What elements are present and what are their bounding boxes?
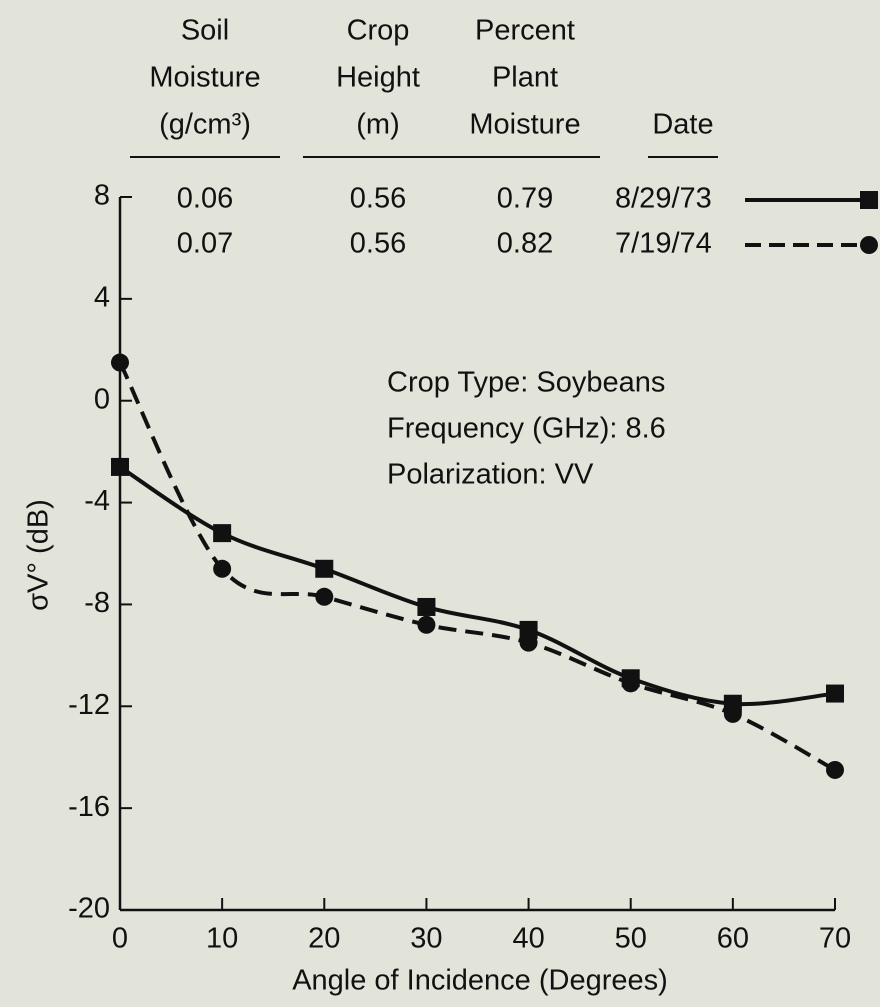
y-tick-label: -20	[68, 893, 110, 925]
x-tick-label: 30	[410, 923, 442, 955]
y-tick-label: -4	[84, 485, 110, 517]
table-cell: 0.07	[177, 228, 233, 260]
table-header: (m)	[356, 109, 399, 141]
table-cell: 0.56	[350, 228, 406, 260]
table-header: Plant	[492, 62, 558, 94]
y-tick-label: -16	[68, 791, 110, 823]
table-header: Soil	[181, 15, 229, 47]
table-header: Date	[652, 109, 713, 141]
table-header: Percent	[475, 15, 575, 47]
data-point	[315, 559, 334, 578]
table-header: Moisture	[469, 109, 580, 141]
y-tick-label: -12	[68, 689, 110, 721]
x-tick-label: 70	[819, 923, 851, 955]
table-header: Height	[336, 62, 420, 94]
table-cell: 0.56	[350, 183, 406, 215]
table-header: (g/cm³)	[159, 109, 251, 141]
annotation: Polarization: VV	[387, 459, 594, 491]
x-tick-label: 20	[308, 923, 340, 955]
data-point	[519, 620, 538, 639]
table-cell: 7/19/74	[615, 228, 712, 260]
data-point	[826, 684, 844, 703]
data-point	[826, 760, 844, 779]
annotation: Crop Type: Soybeans	[387, 367, 665, 399]
table-cell: 8/29/73	[615, 183, 712, 215]
y-axis-label: σV° (dB)	[23, 499, 55, 611]
legend-marker	[860, 236, 878, 254]
data-point	[213, 524, 232, 543]
data-point	[111, 457, 129, 476]
annotation: Frequency (GHz): 8.6	[387, 413, 666, 445]
y-tick-label: -8	[84, 587, 110, 619]
y-tick-label: 0	[94, 383, 110, 415]
data-point	[723, 704, 742, 723]
data-point	[519, 633, 538, 652]
y-tick-label: 4	[94, 282, 110, 314]
table-header: Moisture	[149, 62, 260, 94]
data-point	[111, 353, 129, 372]
data-point	[213, 559, 232, 578]
table-cell: 0.06	[177, 183, 233, 215]
x-axis-label: Angle of Incidence (Degrees)	[292, 965, 668, 997]
y-tick-label: 8	[94, 180, 110, 212]
data-point	[315, 587, 334, 606]
data-point	[417, 597, 436, 616]
x-tick-label: 60	[717, 923, 749, 955]
x-tick-label: 40	[512, 923, 544, 955]
data-point	[621, 674, 640, 693]
table-cell: 0.79	[497, 183, 553, 215]
x-tick-label: 50	[615, 923, 647, 955]
data-point	[417, 615, 436, 634]
table-header: Crop	[347, 15, 410, 47]
x-tick-label: 10	[206, 923, 238, 955]
x-tick-label: 0	[112, 923, 128, 955]
table-cell: 0.82	[497, 228, 553, 260]
legend-marker	[860, 191, 878, 209]
